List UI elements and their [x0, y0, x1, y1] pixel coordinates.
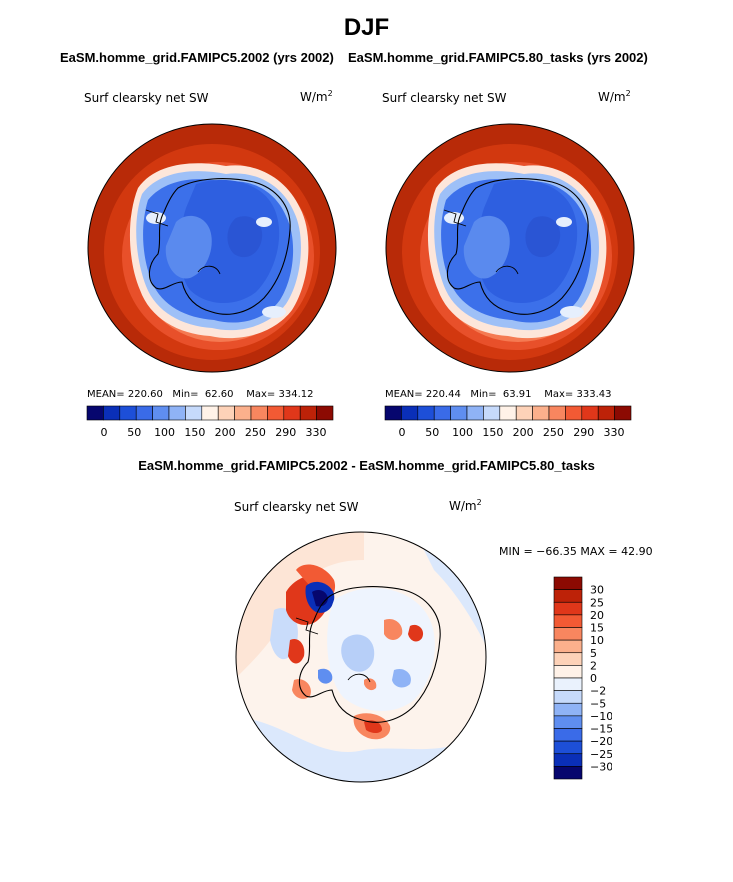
left-colorbar-swatch: [299, 405, 317, 421]
diff-colorbar-swatch: [553, 690, 583, 704]
right-colorbar-tick-label: 50: [425, 426, 439, 439]
diff-colorbar-tick-label: 10: [590, 634, 604, 647]
diff-colorbar-swatch: [553, 601, 583, 616]
right-colorbar-tick-label: 250: [543, 426, 564, 439]
left-colorbar-tick-label: 250: [245, 426, 266, 439]
right-run-title: EaSM.homme_grid.FAMIPC5.80_tasks (yrs 20…: [348, 50, 648, 65]
left-colorbar-tick-label: 290: [275, 426, 296, 439]
diff-colorbar-tick-label: 2: [590, 659, 597, 672]
diff-variable-label: Surf clearsky net SW: [234, 500, 359, 514]
left-colorbar-swatch: [119, 405, 137, 421]
right-colorbar-tick-label: 0: [399, 426, 406, 439]
right-colorbar-tick-label: 100: [452, 426, 473, 439]
left-stats: MEAN= 220.60 Min= 62.60 Max= 334.12: [87, 389, 314, 400]
right-colorbar-swatch: [515, 405, 533, 421]
diff-colorbar-tick-label: −20: [590, 735, 612, 748]
left-colorbar-swatch: [316, 405, 334, 421]
left-colorbar-tick-label: 50: [127, 426, 141, 439]
diff-colorbar-tick-label: 15: [590, 622, 604, 635]
diff-units-label: W/m2: [449, 498, 482, 513]
left-units-label: W/m2: [300, 89, 333, 104]
right-colorbar: 0 50 100 150 200 250 290 330: [384, 405, 632, 439]
right-colorbar-swatch: [532, 405, 550, 421]
left-colorbar-swatch: [283, 405, 301, 421]
left-colorbar-swatch: [152, 405, 170, 421]
difference-title: EaSM.homme_grid.FAMIPC5.2002 - EaSM.homm…: [138, 458, 595, 473]
diff-colorbar-swatch: [553, 652, 583, 666]
diff-colorbar-tick-label: 5: [590, 647, 597, 660]
diff-colorbar-tick-label: 30: [590, 584, 604, 597]
diff-colorbar-tick-label: 0: [590, 672, 597, 685]
left-colorbar-swatch: [217, 405, 235, 421]
left-colorbar-tick-label: 150: [184, 426, 205, 439]
right-colorbar-swatch: [548, 405, 566, 421]
right-colorbar-swatch: [433, 405, 451, 421]
right-polar-map: [385, 123, 635, 373]
diff-colorbar-swatch: [553, 665, 583, 679]
diff-colorbar-swatch: [553, 589, 583, 603]
diff-colorbar-tick-label: −5: [590, 697, 606, 710]
right-variable-label: Surf clearsky net SW: [382, 91, 507, 105]
diff-colorbar-swatch: [553, 576, 583, 590]
diff-colorbar-tick-label: −10: [590, 710, 612, 723]
diff-colorbar-swatch: [553, 627, 583, 641]
diff-colorbar-tick-label: 25: [590, 596, 604, 609]
diff-colorbar-swatch: [553, 740, 583, 755]
left-colorbar-swatch: [135, 405, 153, 421]
diff-colorbar-swatch: [553, 677, 583, 691]
diff-colorbar-tick-label: −25: [590, 748, 612, 761]
left-polar-map: [87, 123, 337, 373]
left-colorbar-tick-label: 330: [306, 426, 327, 439]
left-colorbar-swatch: [250, 405, 268, 421]
right-colorbar-swatch: [483, 405, 501, 421]
diff-colorbar-swatch: [553, 728, 583, 742]
diff-colorbar-swatch: [553, 766, 583, 780]
left-colorbar-swatch: [168, 405, 186, 421]
right-colorbar-tick-label: 290: [573, 426, 594, 439]
left-colorbar-swatch: [201, 405, 219, 421]
left-run-title: EaSM.homme_grid.FAMIPC5.2002 (yrs 2002): [60, 50, 334, 65]
diff-colorbar-tick-label: 20: [590, 609, 604, 622]
right-units-label: W/m2: [598, 89, 631, 104]
diff-colorbar-tick-label: −2: [590, 685, 606, 698]
right-colorbar-tick-label: 200: [513, 426, 534, 439]
right-colorbar-swatch: [417, 405, 435, 421]
left-colorbar: 0 50 100 150 200 250 290 330: [86, 405, 334, 439]
right-colorbar-swatch: [499, 405, 517, 421]
difference-polar-map: [235, 531, 487, 783]
right-colorbar-swatch: [401, 405, 419, 421]
right-colorbar-tick-label: 150: [482, 426, 503, 439]
season-title: DJF: [343, 14, 390, 41]
left-colorbar-swatch: [267, 405, 285, 421]
right-colorbar-swatch: [450, 405, 468, 421]
left-colorbar-swatch: [185, 405, 203, 421]
diff-colorbar-swatch: [553, 614, 583, 628]
diff-colorbar-swatch: [553, 715, 583, 729]
left-colorbar-swatch: [86, 405, 104, 421]
right-colorbar-swatch: [565, 405, 583, 421]
right-colorbar-swatch: [581, 405, 599, 421]
right-colorbar-tick-label: 330: [604, 426, 625, 439]
right-colorbar-swatch: [384, 405, 402, 421]
right-colorbar-swatch: [597, 405, 615, 421]
right-stats: MEAN= 220.44 Min= 63.91 Max= 333.43: [385, 389, 612, 400]
left-colorbar-tick-label: 0: [101, 426, 108, 439]
left-colorbar-tick-label: 200: [215, 426, 236, 439]
left-colorbar-swatch: [234, 405, 252, 421]
diff-colorbar-swatch: [553, 753, 583, 767]
left-colorbar-tick-label: 100: [154, 426, 175, 439]
diff-colorbar-tick-label: −15: [590, 723, 612, 736]
left-variable-label: Surf clearsky net SW: [84, 91, 209, 105]
left-colorbar-swatch: [103, 405, 121, 421]
diff-colorbar-swatch: [553, 639, 583, 654]
diff-colorbar-tick-label: −30: [590, 760, 612, 773]
right-colorbar-swatch: [614, 405, 632, 421]
diff-colorbar-swatch: [553, 702, 583, 717]
right-colorbar-swatch: [466, 405, 484, 421]
diff-min-max: MIN = −66.35 MAX = 42.90: [499, 545, 653, 558]
